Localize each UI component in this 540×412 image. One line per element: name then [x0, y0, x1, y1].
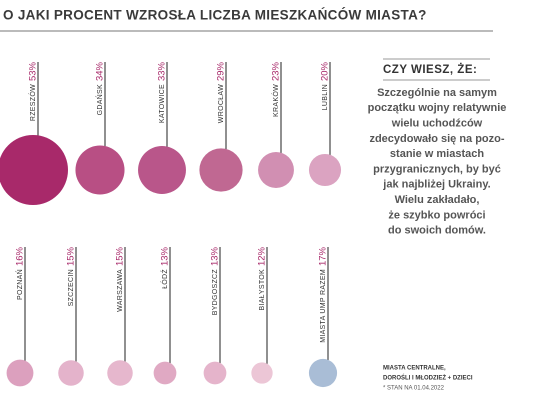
sidebar-text: do swoich domów. — [388, 225, 486, 237]
city-label: GDAŃSK — [95, 84, 104, 115]
bubble — [308, 358, 338, 388]
value-label: 15% — [66, 246, 77, 266]
bubble — [75, 145, 125, 195]
value-label: 12% — [257, 246, 268, 266]
value-label: 13% — [160, 246, 171, 266]
value-label: 15% — [115, 246, 126, 266]
city-label: POZNAŃ — [15, 269, 24, 300]
city-label: KRAKÓW — [271, 84, 280, 117]
city-label: BYDGOSZCZ — [212, 269, 219, 316]
value-label: 29% — [216, 61, 227, 81]
value-label: 33% — [157, 61, 168, 81]
bubble — [138, 146, 186, 194]
footnote: * STAN NA 01.04.2022 — [383, 386, 445, 392]
sidebar-text: Szczególnie na samym — [377, 87, 497, 99]
bubble — [0, 135, 68, 205]
bubble — [251, 362, 273, 384]
sidebar-text: że szybko powróci — [388, 209, 485, 221]
bubble — [203, 361, 227, 385]
value-label: 53% — [28, 61, 39, 81]
sidebar-text: wielu uchodźców — [391, 118, 483, 130]
bubble — [199, 148, 243, 192]
footnote: DOROŚLI I MŁODZIEŻ + DZIECI — [383, 375, 473, 382]
city-label: ŁÓDŹ — [160, 269, 169, 289]
sidebar-heading: CZY WIESZ, ŻE: — [383, 63, 477, 76]
value-label: 23% — [271, 61, 282, 81]
sidebar-text: Wielu zakładało, — [395, 194, 480, 206]
footnote: MIASTA CENTRALNE, — [383, 366, 446, 372]
bubble — [308, 153, 342, 187]
value-label: 20% — [320, 61, 331, 81]
bubble — [58, 360, 84, 386]
chart-title: O JAKI PROCENT WZROSŁA LICZBA MIESZKAŃCÓ… — [3, 8, 427, 23]
city-label: WARSZAWA — [117, 269, 124, 312]
city-label: WROCŁAW — [218, 84, 225, 123]
city-label: SZCZECIN — [68, 269, 75, 306]
sidebar-text: przygranicznych, by być — [373, 163, 501, 175]
bubble — [153, 361, 177, 385]
bubble — [6, 359, 34, 387]
value-label: 16% — [15, 246, 26, 266]
city-label: KATOWICE — [159, 84, 166, 123]
city-label: MIASTA UMP RAZEM — [320, 269, 327, 343]
sidebar-text: zdecydowało się na pozo- — [369, 133, 504, 145]
sidebar-text: jak najbliżej Ukrainy. — [382, 179, 490, 191]
value-label: 34% — [95, 61, 106, 81]
sidebar-text: stanie w miastach — [390, 148, 484, 160]
value-label: 17% — [318, 246, 329, 266]
city-label: RZESZÓW — [28, 84, 37, 121]
city-label: LUBLIN — [322, 84, 329, 110]
city-label: BIAŁYSTOK — [259, 269, 266, 311]
bubble — [258, 152, 294, 188]
bubble — [107, 360, 133, 386]
sidebar-text: początku wojny relatywnie — [368, 102, 507, 114]
value-label: 13% — [210, 246, 221, 266]
